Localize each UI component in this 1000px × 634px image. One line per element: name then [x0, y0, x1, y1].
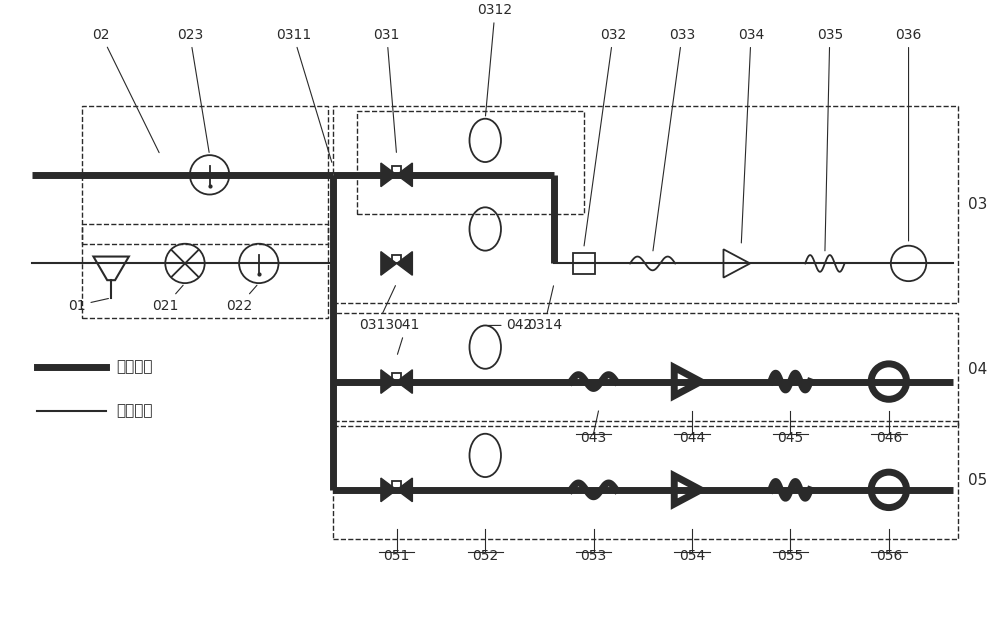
Text: 044: 044 — [679, 430, 705, 445]
Text: 0311: 0311 — [276, 28, 332, 162]
Text: 051: 051 — [383, 549, 410, 563]
Text: 燃气管路: 燃气管路 — [116, 404, 153, 418]
Text: 053: 053 — [580, 549, 607, 563]
Text: 04: 04 — [968, 362, 987, 377]
Text: 023: 023 — [177, 28, 209, 152]
Bar — [573, 252, 595, 275]
Text: 032: 032 — [584, 28, 626, 246]
Bar — [392, 481, 401, 490]
Bar — [392, 373, 401, 382]
Text: 0313: 0313 — [359, 286, 395, 332]
Bar — [357, 111, 584, 214]
Polygon shape — [381, 478, 397, 501]
Text: 021: 021 — [152, 285, 183, 313]
Text: 03: 03 — [968, 197, 987, 212]
Bar — [333, 313, 958, 426]
Text: 046: 046 — [876, 430, 902, 445]
Polygon shape — [397, 478, 412, 501]
Text: 022: 022 — [226, 285, 257, 313]
Polygon shape — [381, 252, 397, 275]
Text: 033: 033 — [653, 28, 695, 251]
Polygon shape — [397, 370, 412, 393]
Text: 055: 055 — [777, 549, 804, 563]
Bar — [392, 255, 401, 264]
Text: 045: 045 — [777, 430, 804, 445]
Text: 0314: 0314 — [527, 286, 562, 332]
Bar — [82, 106, 328, 243]
Bar — [82, 224, 328, 318]
Text: 05: 05 — [968, 472, 987, 488]
Text: 036: 036 — [895, 28, 922, 241]
Text: 043: 043 — [580, 430, 607, 445]
Bar — [392, 166, 401, 175]
Text: 056: 056 — [876, 549, 902, 563]
Text: 035: 035 — [817, 28, 843, 251]
Polygon shape — [397, 163, 412, 186]
Polygon shape — [381, 163, 397, 186]
Text: 054: 054 — [679, 549, 705, 563]
Text: 041: 041 — [393, 318, 420, 354]
Bar — [333, 421, 958, 539]
Text: 031: 031 — [374, 28, 400, 152]
Text: 01: 01 — [68, 299, 108, 313]
Text: 蒸汽管路: 蒸汽管路 — [116, 359, 153, 374]
Polygon shape — [381, 370, 397, 393]
Text: 034: 034 — [738, 28, 764, 243]
Text: 0312: 0312 — [478, 3, 513, 116]
Bar — [333, 106, 958, 303]
Text: 052: 052 — [472, 549, 498, 563]
Text: 042: 042 — [488, 318, 533, 332]
Text: 02: 02 — [93, 28, 159, 153]
Polygon shape — [397, 252, 412, 275]
